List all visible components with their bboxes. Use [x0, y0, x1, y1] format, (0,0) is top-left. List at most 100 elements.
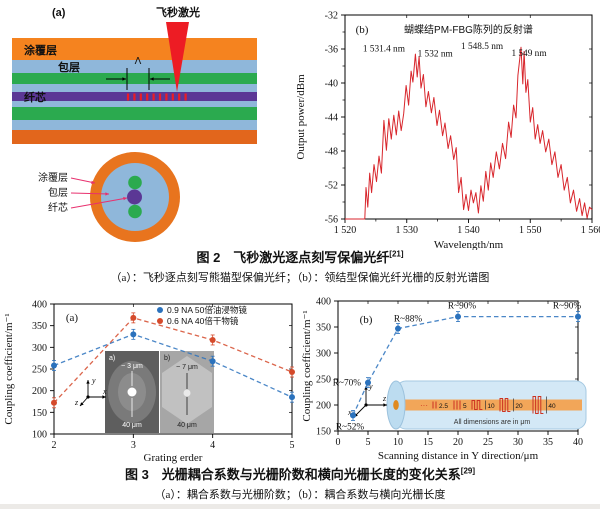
axes: 0 5 10 15 20 25 30 35 40 150 200 250 300 350 400 Scanni… — [301, 297, 583, 463]
arrow-line — [70, 192, 110, 195]
arrow-head — [383, 403, 387, 407]
x-tick-label: 1 560 — [581, 225, 600, 236]
arrow-line — [70, 197, 128, 209]
panel-tag: (a) — [66, 312, 79, 324]
data-point — [365, 379, 371, 386]
x-axis-label: Wavelength/nm — [434, 239, 504, 250]
reflectivity-label: R~90% — [448, 302, 477, 312]
x-tick-label: 20 — [453, 437, 463, 448]
data-point — [51, 362, 57, 369]
arrow-head — [105, 192, 109, 196]
spectrum-trace — [345, 46, 593, 220]
reflectivity-label: R~90% — [553, 302, 582, 312]
data-point — [130, 314, 137, 321]
grating-wave — [532, 396, 544, 414]
series-0 — [51, 328, 295, 403]
panel-tag: (b) — [360, 314, 373, 326]
y-tick-label: 150 — [32, 408, 47, 419]
peak-annotation: 1 549 nm — [511, 49, 547, 59]
x-tick-label: 3 — [131, 440, 136, 451]
figure2-caption: 图 2 飞秒激光逐点刻写保偏光纤[21] （a）：飞秒逐点刻写熊猫型保偏光纤；（… — [0, 247, 600, 285]
y-tick-label: 300 — [316, 349, 331, 360]
laser-beam-triangle — [166, 22, 189, 92]
y-tick-label: -36 — [325, 45, 338, 56]
x-tick-label: 0 — [336, 437, 341, 448]
micrograph-tag: b) — [164, 355, 170, 362]
y-tick-label: 200 — [32, 386, 47, 397]
inset-note: All dimensions are in μm — [454, 419, 531, 426]
cross-stress-rod-bottom — [128, 204, 142, 219]
data-point — [575, 313, 581, 320]
micrograph-tag: a) — [109, 355, 115, 362]
arrow-head — [102, 395, 106, 399]
axes: 2 3 4 5 100 150 200 250 300 350 400 Grating erder Co… — [3, 300, 295, 465]
x-tick-label: 10 — [393, 437, 403, 448]
fiber-core-stripe — [400, 399, 582, 411]
figure3-caption-title: 图 3 光栅耦合系数与光栅阶数和横向光栅长度的变化关系[29] — [0, 464, 600, 483]
order-chart-svg: 2 3 4 5 100 150 200 250 300 350 400 Grating erder Co… — [3, 300, 295, 465]
x-tick-label: 5 — [366, 437, 371, 448]
figure2-caption-ref: [21] — [389, 249, 404, 259]
y-tick-label: -32 — [325, 11, 338, 22]
peak-annotation: 1 532 nm — [418, 50, 454, 60]
panel-tag: (b) — [356, 24, 369, 36]
data-point — [130, 331, 137, 338]
data-point — [395, 325, 401, 332]
triad-label-y: y — [368, 382, 373, 391]
data-point — [350, 412, 356, 419]
reflectivity-label: R~52% — [336, 422, 365, 432]
triad-label-z: z — [74, 398, 79, 407]
dimension-label: 2.5 — [439, 403, 448, 410]
inscription-spot — [183, 389, 191, 397]
cross-stress-rod-top — [128, 175, 142, 190]
legend-swatch — [157, 307, 163, 313]
x-tick-label: 2 — [52, 440, 57, 451]
series-line — [53, 333, 293, 398]
period-marker: Λ — [106, 56, 170, 90]
arrow-head — [86, 380, 90, 384]
arrow-head — [150, 77, 154, 81]
figure3-caption-title-text: 图 3 光栅耦合系数与光栅阶数和横向光栅长度的变化关系 — [124, 467, 461, 482]
fiber-layer — [12, 38, 257, 60]
x-tick-label: 30 — [513, 437, 523, 448]
fiber-layer — [12, 120, 257, 130]
data-point — [51, 399, 57, 406]
fiber-side-view — [12, 38, 257, 144]
micrograph-top-label: ~ 3 μm — [121, 363, 143, 370]
y-tick-label: -48 — [325, 147, 338, 158]
y-tick-label: 250 — [32, 365, 47, 376]
triad-label-y: y — [91, 376, 96, 385]
dimension-label: 40 — [548, 403, 556, 410]
y-axis-label: Coupling coefficient/m⁻¹ — [3, 313, 15, 424]
figure3-caption-subtitle: （a）：耦合系数与光栅阶数；（b）：耦合系数与横向光栅长度 — [154, 489, 446, 501]
x-tick-label: 15 — [423, 437, 433, 448]
fiber-layer — [12, 60, 257, 73]
fig2a-fiber-diagram: (a) 飞秒激光 Λ 涂覆层 包层 纤芯 涂覆层 包层 纤芯 — [0, 0, 290, 250]
y-axis-label: Coupling coefficient/m⁻¹ — [301, 310, 313, 421]
data-point — [209, 336, 216, 343]
y-tick-label: 350 — [32, 321, 47, 332]
triad-label-x: x — [102, 387, 107, 396]
fiber-layer — [12, 84, 257, 92]
laser-label: 飞秒激光 — [156, 5, 200, 19]
arrow-line — [70, 177, 96, 184]
reflectivity-label: R~88% — [394, 315, 423, 325]
page-edge-strip — [0, 504, 600, 509]
y-tick-label: 350 — [316, 323, 331, 334]
y-tick-label: -40 — [325, 79, 338, 90]
fiber-layer — [12, 107, 257, 120]
fiber-layer — [12, 73, 257, 84]
dimension-label: 10 — [487, 403, 495, 410]
grating-wave — [499, 398, 511, 412]
data-point — [209, 358, 216, 365]
series-1 — [51, 312, 295, 409]
figure2-caption-title-text: 图 2 飞秒激光逐点刻写保偏光纤 — [196, 250, 390, 265]
y-tick-label: -52 — [325, 181, 338, 192]
figure2-caption-title: 图 2 飞秒激光逐点刻写保偏光纤[21] — [0, 247, 600, 266]
x-tick-label: 4 — [210, 440, 215, 451]
data-point — [289, 394, 295, 401]
data-point — [455, 313, 461, 320]
arrow-head — [91, 180, 95, 184]
series-line — [53, 317, 293, 404]
